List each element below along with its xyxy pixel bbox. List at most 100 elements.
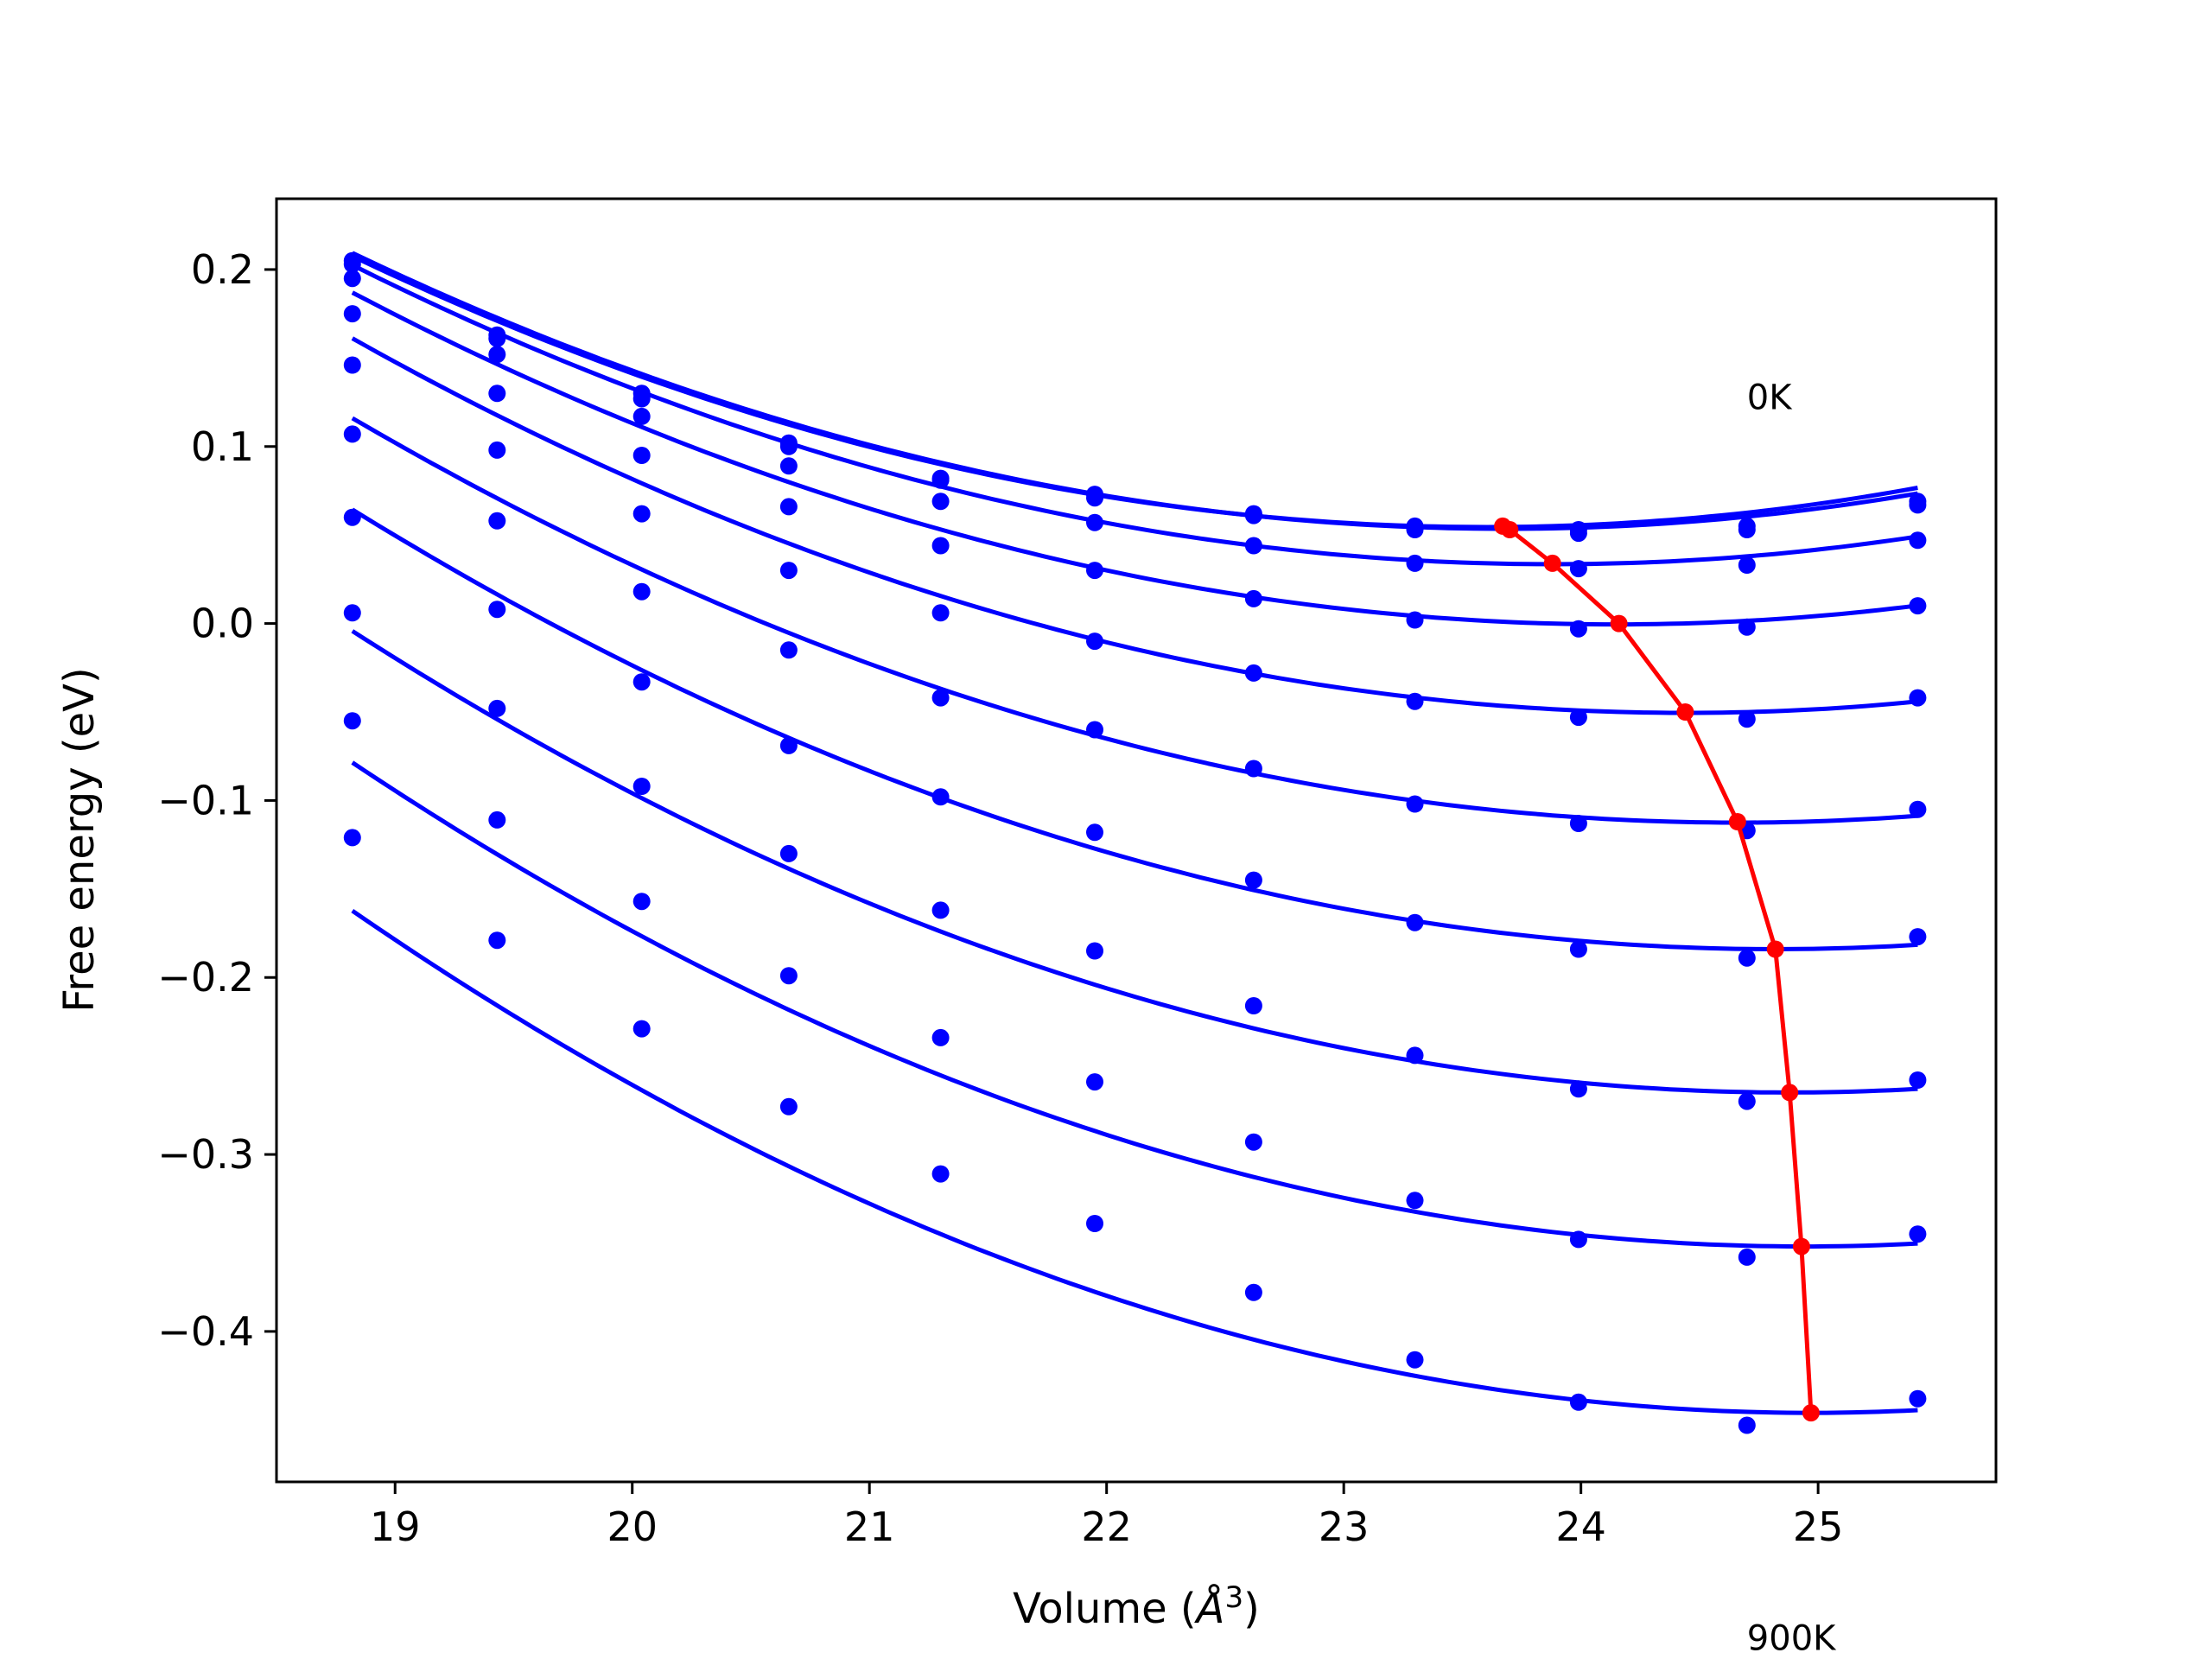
data-point — [1086, 1215, 1103, 1232]
data-point — [1569, 620, 1587, 638]
data-point — [931, 689, 950, 707]
data-point — [632, 447, 651, 464]
data-point — [1909, 1225, 1927, 1243]
data-point — [632, 505, 651, 523]
data-point — [1086, 1073, 1103, 1091]
data-point — [343, 255, 361, 273]
data-point — [779, 498, 798, 516]
data-point — [488, 931, 506, 950]
data-point — [488, 385, 506, 403]
fit-curve-7 — [351, 507, 1918, 952]
data-point — [1086, 513, 1103, 531]
fit-curve-6 — [351, 416, 1918, 825]
data-point — [779, 1097, 798, 1116]
data-point — [1244, 537, 1262, 555]
data-point — [931, 493, 950, 511]
data-point — [1086, 632, 1103, 651]
data-point — [1909, 1389, 1927, 1408]
data-point — [488, 346, 506, 364]
data-point — [779, 641, 798, 659]
data-point — [1086, 942, 1103, 960]
y-tick-label: 0.0 — [191, 601, 254, 647]
minimum-point — [1543, 554, 1561, 572]
data-point — [1738, 1416, 1756, 1434]
x-axis-label-power: 3 — [1224, 1580, 1243, 1615]
data-point — [488, 329, 506, 347]
data-point — [1086, 489, 1103, 507]
y-tick-label: −0.1 — [157, 777, 254, 823]
data-point — [632, 582, 651, 601]
data-point — [1738, 556, 1756, 574]
data-point — [632, 893, 651, 911]
data-point — [931, 604, 950, 622]
data-point — [931, 788, 950, 806]
minimum-point — [1501, 521, 1519, 538]
data-point — [1909, 496, 1927, 514]
data-point — [779, 457, 798, 475]
fit-curve-3 — [351, 263, 1918, 567]
data-point — [343, 604, 361, 622]
data-point — [1244, 1133, 1262, 1151]
data-point — [343, 508, 361, 526]
fit-curve-2 — [351, 251, 1918, 531]
x-axis-label-close: ) — [1243, 1585, 1260, 1633]
minimum-point — [1781, 1084, 1799, 1102]
data-point — [1406, 692, 1424, 710]
data-point — [1406, 1046, 1424, 1065]
data-point — [1738, 949, 1756, 967]
data-point — [1909, 531, 1927, 550]
data-point — [1738, 618, 1756, 636]
x-axis-ticks: 19 20 21 22 23 24 25 — [370, 1482, 1843, 1550]
data-point — [931, 901, 950, 919]
data-point — [1406, 611, 1424, 629]
fit-curve-8 — [351, 629, 1918, 1095]
data-point — [1406, 1192, 1424, 1210]
data-point — [488, 512, 506, 530]
minimum-point — [1792, 1237, 1810, 1255]
data-point — [343, 305, 361, 323]
data-point — [1909, 597, 1927, 615]
data-point — [1244, 997, 1262, 1014]
data-point — [488, 601, 506, 619]
data-point — [1086, 823, 1103, 842]
data-point — [488, 810, 506, 829]
data-point — [1909, 800, 1927, 818]
data-point — [1086, 562, 1103, 580]
y-axis-label: Free energy (eV) — [55, 667, 104, 1012]
data-point — [1086, 721, 1103, 739]
data-point — [779, 967, 798, 985]
data-point — [1569, 560, 1587, 578]
data-point — [1244, 1283, 1262, 1301]
y-tick-label: −0.2 — [157, 954, 254, 1001]
data-point — [632, 673, 651, 691]
data-point — [1738, 1248, 1756, 1266]
data-point — [343, 356, 361, 374]
data-point — [779, 437, 798, 455]
x-tick-label: 19 — [370, 1503, 421, 1550]
x-tick-label: 22 — [1081, 1503, 1132, 1550]
y-tick-label: −0.3 — [157, 1131, 254, 1178]
y-axis-ticks: 0.2 0.1 0.0 −0.1 −0.2 −0.3 −0.4 — [157, 246, 276, 1355]
data-point — [1738, 521, 1756, 538]
data-point — [779, 844, 798, 862]
data-point — [1244, 760, 1262, 778]
minimum-point — [1766, 940, 1784, 958]
data-point — [488, 441, 506, 459]
data-point — [1569, 815, 1587, 832]
data-point — [343, 270, 361, 288]
data-point — [1244, 589, 1262, 607]
data-point — [1569, 1393, 1587, 1411]
data-point — [632, 407, 651, 425]
x-axis-label-text: Volume ( — [1013, 1585, 1197, 1633]
data-point — [632, 1020, 651, 1038]
data-point — [779, 736, 798, 754]
data-point — [1406, 521, 1424, 538]
data-point — [343, 829, 361, 847]
data-point — [1244, 871, 1262, 889]
data-point — [1569, 1080, 1587, 1098]
x-axis-label: Volume (Å3) — [1013, 1580, 1260, 1633]
data-point — [343, 425, 361, 443]
minimum-point — [1728, 813, 1746, 830]
x-tick-label: 21 — [844, 1503, 895, 1550]
